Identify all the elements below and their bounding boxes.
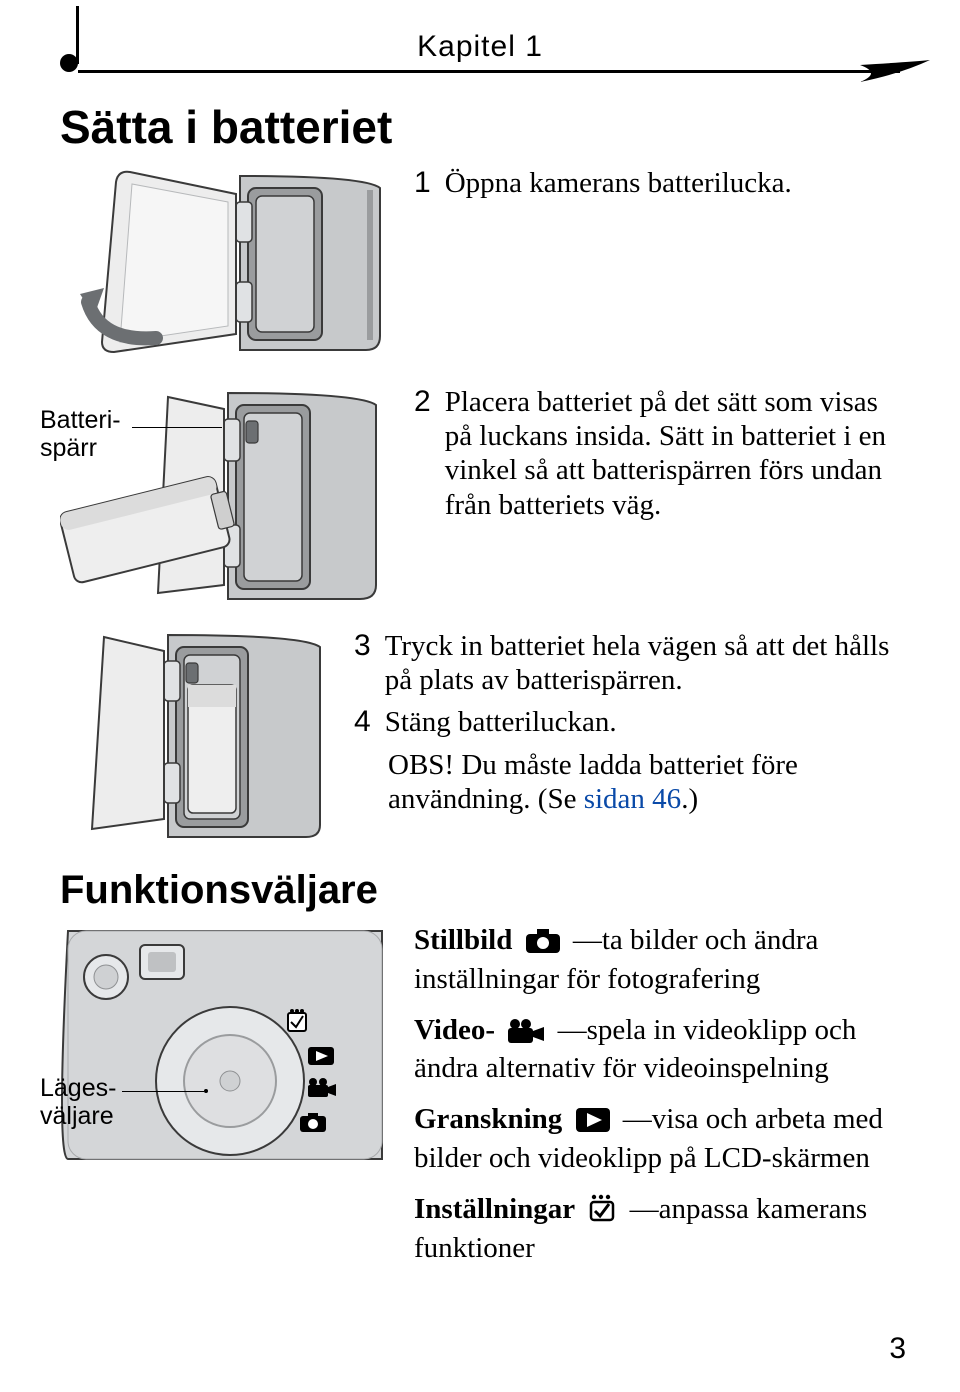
mode-review-name: Granskning xyxy=(414,1103,562,1135)
video-icon xyxy=(508,1017,544,1052)
swoosh-decor xyxy=(860,60,930,86)
step-1-text: Öppna kamerans batterilucka. xyxy=(445,166,900,200)
note: OBS! Du måste ladda batteriet före använ… xyxy=(354,748,900,816)
note-suffix: .) xyxy=(681,783,698,815)
camera-icon xyxy=(526,927,560,962)
step-3-number: 3 xyxy=(354,629,371,697)
figure-insert-battery: Batteri- spärr xyxy=(60,385,390,605)
mode-dial-label: Läges- väljare xyxy=(40,1075,116,1130)
settings-icon xyxy=(588,1194,616,1231)
note-link[interactable]: sidan 46 xyxy=(584,783,681,815)
step-2-text: Placera batteriet på det sätt som visas … xyxy=(445,385,900,522)
step-3-text: Tryck in batteriet hela vägen så att det… xyxy=(385,629,900,697)
figure-open-door xyxy=(60,166,390,361)
note-prefix: OBS! xyxy=(388,749,454,781)
page-title: Sätta i batteriet xyxy=(60,100,900,154)
header-rule xyxy=(60,66,900,94)
mode-settings: Inställningar —anpassa kamerans funktion… xyxy=(414,1192,900,1266)
page-number: 3 xyxy=(889,1332,906,1366)
mode-settings-name: Inställningar xyxy=(414,1193,575,1225)
step-2-number: 2 xyxy=(414,385,431,522)
chapter-label: Kapitel 1 xyxy=(60,30,900,64)
figure-mode-dial: Läges- väljare xyxy=(60,923,390,1173)
step-2: 2 Placera batteriet på det sätt som visa… xyxy=(414,385,900,522)
step-1: 1 Öppna kamerans batterilucka. xyxy=(414,166,900,200)
mode-video-name: Video- xyxy=(414,1014,495,1046)
mode-still-name: Stillbild xyxy=(414,924,512,956)
step-1-number: 1 xyxy=(414,166,431,200)
step-3: 3 Tryck in batteriet hela vägen så att d… xyxy=(354,629,900,697)
play-icon xyxy=(576,1106,610,1141)
step-4: 4 Stäng batteriluckan. xyxy=(354,705,900,739)
figure-push-battery xyxy=(60,629,330,844)
mode-video: Video- —spela in videoklipp och ändra al… xyxy=(414,1013,900,1087)
mode-list: Stillbild —ta bilder och ändra inställni… xyxy=(414,923,900,1281)
section-title: Funktionsväljare xyxy=(60,868,900,913)
mode-review: Granskning —visa och arbeta med bilder o… xyxy=(414,1102,900,1176)
step-4-number: 4 xyxy=(354,705,371,739)
mode-still: Stillbild —ta bilder och ändra inställni… xyxy=(414,923,900,997)
battery-latch-label: Batteri- spärr xyxy=(40,407,121,462)
step-4-text: Stäng batteriluckan. xyxy=(385,705,900,739)
